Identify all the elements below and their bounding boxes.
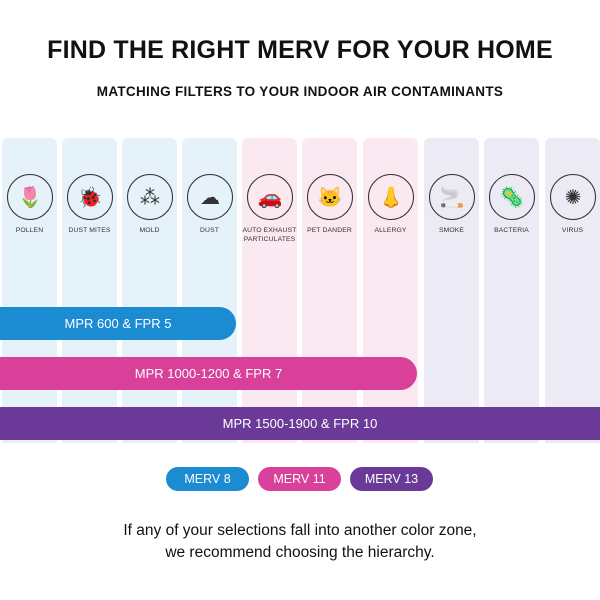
legend-pill: MERV 13 [350,467,433,491]
mold-icon: ⁂ [127,174,173,220]
contaminant-label: DUST MITES [68,227,111,234]
contaminant-column: 🦠 BACTERIA [484,138,539,443]
contaminant-column: 🐱 PET DANDER [302,138,357,443]
contaminant-column: 🚬 SMOKE [424,138,479,443]
footer-line-1: If any of your selections fall into anot… [123,522,477,539]
filter-bar: MPR 600 & FPR 5 [0,307,236,340]
contaminant-column: ☁ DUST [182,138,237,443]
contaminant-label: ALLERGY [374,227,407,234]
cat-icon: 🐱 [307,174,353,220]
contaminant-label: AUTO EXHAUST PARTICULATES [242,227,297,243]
cigarette-icon: 🚬 [429,174,475,220]
legend-pill: MERV 11 [258,467,341,491]
contaminant-column: ⁂ MOLD [122,138,177,443]
contaminant-label: MOLD [139,227,160,234]
contaminant-column: 🚗 AUTO EXHAUST PARTICULATES [242,138,297,443]
car-exhaust-icon: 🚗 [247,174,293,220]
virus-icon: ✺ [550,174,596,220]
contaminant-label: SMOKE [438,227,465,234]
contaminant-column: 👃 ALLERGY [363,138,418,443]
page-subtitle: MATCHING FILTERS TO YOUR INDOOR AIR CONT… [96,84,504,99]
contaminant-column: ✺ VIRUS [545,138,600,443]
bacteria-icon: 🦠 [489,174,535,220]
filter-bar: MPR 1500-1900 & FPR 10 [0,407,600,440]
dust-icon: ☁ [187,174,233,220]
contaminant-label: POLLEN [15,227,44,234]
contaminant-label: VIRUS [561,227,584,234]
footer-line-2: we recommend choosing the hierarchy. [165,544,435,561]
contaminant-column: 🌷 POLLEN [2,138,57,443]
contaminant-column: 🐞 DUST MITES [62,138,117,443]
contaminant-label: PET DANDER [307,227,352,234]
contaminant-label: BACTERIA [494,227,529,234]
bug-icon: 🐞 [67,174,113,220]
contaminant-label: DUST [200,227,219,234]
filter-bar: MPR 1000-1200 & FPR 7 [0,357,417,390]
nose-icon: 👃 [368,174,414,220]
page-title: FIND THE RIGHT MERV FOR YOUR HOME [47,36,553,64]
legend-pill: MERV 8 [166,467,249,491]
flower-icon: 🌷 [7,174,53,220]
footer-note: If any of your selections fall into anot… [0,520,600,564]
